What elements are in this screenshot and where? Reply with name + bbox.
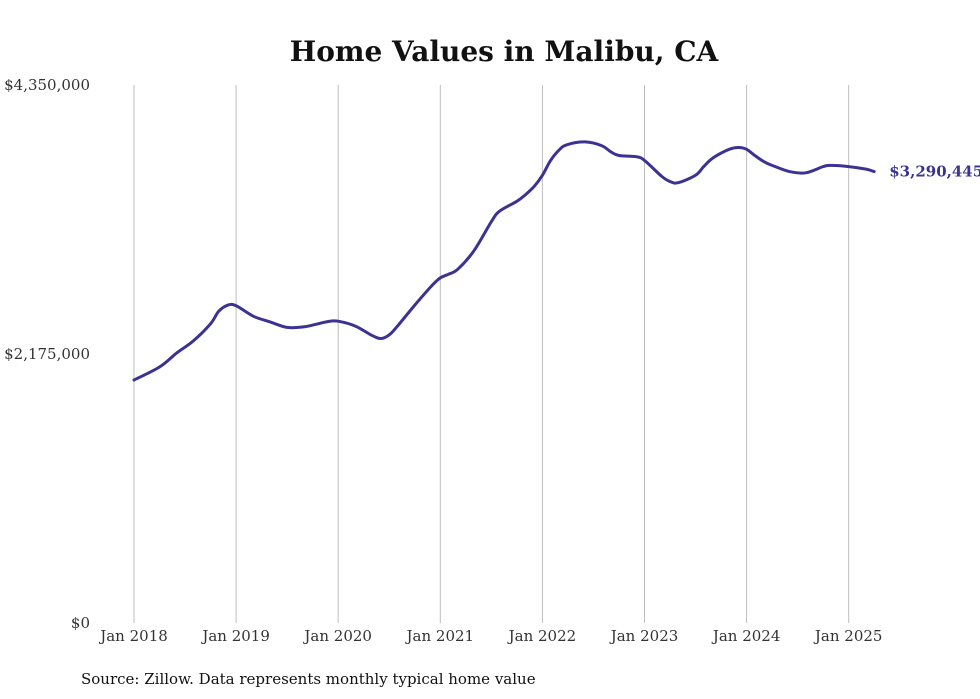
source-note: Source: Zillow. Data represents monthly …	[81, 670, 536, 688]
home-value-line	[132, 140, 876, 382]
x-tick-label: Jan 2024	[711, 627, 781, 645]
y-tick-label: $2,175,000	[4, 345, 90, 363]
y-axis-ticks: $0 $2,175,000 $4,350,000	[4, 76, 90, 632]
x-tick-label: Jan 2018	[98, 627, 168, 645]
chart-title: Home Values in Malibu, CA	[290, 35, 720, 68]
x-tick-label: Jan 2019	[200, 627, 270, 645]
x-tick-label: Jan 2025	[813, 627, 883, 645]
y-tick-label: $4,350,000	[4, 76, 90, 94]
x-tick-label: Jan 2020	[302, 627, 372, 645]
x-tick-label: Jan 2023	[609, 627, 679, 645]
y-tick-label: $0	[71, 614, 90, 632]
vertical-gridlines	[133, 85, 850, 623]
x-axis-ticks: Jan 2018 Jan 2019 Jan 2020 Jan 2021 Jan 2022…	[98, 627, 882, 645]
x-tick-label: Jan 2022	[507, 627, 577, 645]
x-tick-label: Jan 2021	[405, 627, 475, 645]
end-value-label: $3,290,445	[889, 163, 980, 181]
